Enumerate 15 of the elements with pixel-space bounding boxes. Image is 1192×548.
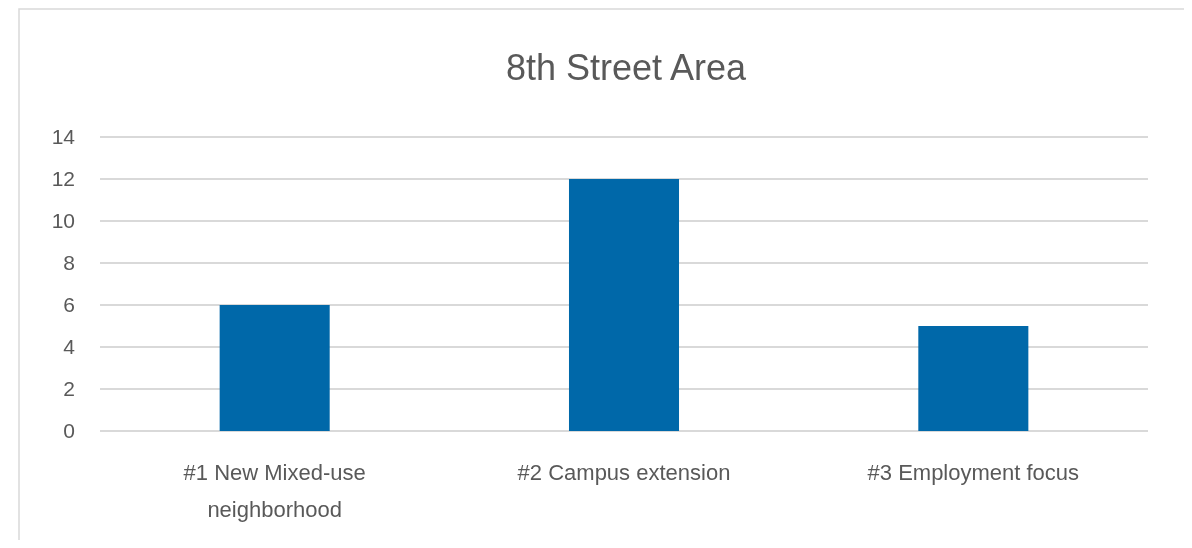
y-tick-label: 2 bbox=[63, 377, 75, 401]
y-tick-label: 4 bbox=[63, 335, 76, 359]
y-tick-label: 10 bbox=[51, 209, 75, 233]
y-tick-label: 6 bbox=[63, 293, 75, 317]
bar bbox=[918, 326, 1029, 431]
bar bbox=[219, 305, 330, 431]
x-tick-label: #1 New Mixed-use neighborhood bbox=[183, 460, 366, 522]
y-tick-label: 12 bbox=[51, 167, 75, 191]
chart-title: 8th Street Area bbox=[505, 47, 748, 88]
y-tick-label: 0 bbox=[63, 419, 75, 443]
x-tick-label: #3 Employment focus bbox=[867, 460, 1080, 485]
y-tick-label: 14 bbox=[51, 125, 76, 149]
bar bbox=[568, 179, 680, 431]
x-tick-label: #2 Campus extension bbox=[517, 460, 731, 485]
y-tick-label: 8 bbox=[63, 251, 75, 275]
